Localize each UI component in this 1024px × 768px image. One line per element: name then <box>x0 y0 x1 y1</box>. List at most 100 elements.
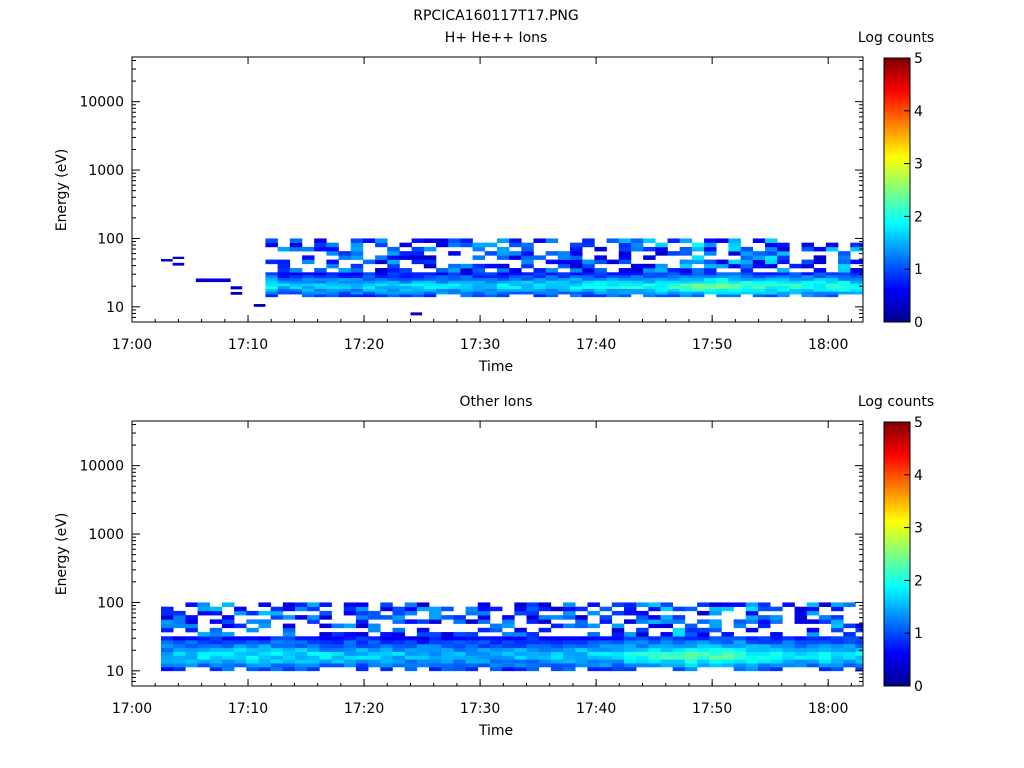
spectrogram-cell <box>813 275 827 279</box>
spectrogram-cell <box>326 280 339 284</box>
spectrogram-cell <box>246 659 259 664</box>
spectrogram-cell <box>484 251 498 256</box>
colorbar-tick-label: 1 <box>914 262 923 278</box>
spectrogram-cell <box>375 283 388 287</box>
spectrogram-cell <box>697 619 710 624</box>
spectrogram-cell <box>514 610 527 616</box>
spectrogram-cell <box>484 294 498 298</box>
spectrogram-cell <box>319 651 332 656</box>
spectrogram-cell <box>392 643 405 649</box>
spectrogram-cell <box>343 623 357 629</box>
spectrogram-cell <box>679 291 693 295</box>
spectrogram-cell <box>764 294 778 298</box>
spectrogram-cell <box>825 283 839 287</box>
spectrogram-cell <box>818 647 832 652</box>
spectrogram-cell <box>575 636 588 641</box>
spectrogram-cell <box>355 651 369 656</box>
spectrogram-cell <box>789 280 802 284</box>
spectrogram-cell <box>648 640 661 645</box>
spectrogram-cell <box>331 647 345 652</box>
spectrogram-cell <box>618 251 632 256</box>
spectrogram-cell <box>636 643 649 649</box>
spectrogram-cell <box>660 636 674 641</box>
spectrogram-cell <box>709 636 722 641</box>
spectrogram-cell <box>684 647 698 652</box>
spectrogram-cell <box>173 666 186 672</box>
spectrogram-cell <box>496 291 510 295</box>
spectrogram-cell <box>526 647 539 652</box>
spectrogram-cell <box>362 272 376 276</box>
spectrogram-cell <box>770 643 783 649</box>
spectrogram-cell <box>643 238 656 243</box>
spectrogram-cell <box>423 246 437 252</box>
spectrogram-cell <box>197 647 211 652</box>
spectrogram-cell <box>643 272 656 276</box>
spectrogram-cell <box>757 636 771 641</box>
spectrogram-cell <box>338 288 352 292</box>
spectrogram-cell <box>813 272 827 276</box>
spectrogram-cell <box>314 294 327 298</box>
spectrogram-cell <box>387 246 400 252</box>
spectrogram-cell <box>728 251 741 256</box>
spectrogram-cell <box>380 615 393 620</box>
spectrogram-cell <box>301 255 315 260</box>
spectrogram-cell <box>570 268 583 273</box>
panel-title: H+ He++ Ions <box>445 30 548 46</box>
spectrogram-cell <box>838 251 851 256</box>
spectrogram-cell <box>416 632 430 637</box>
spectrogram-cell <box>521 280 534 284</box>
spectrogram-cell <box>655 268 668 273</box>
spectrogram-cell <box>270 655 284 660</box>
spectrogram-cell <box>326 283 339 287</box>
spectrogram-cell <box>161 651 174 656</box>
spectrogram-cell <box>234 610 247 616</box>
spectrogram-cell <box>745 636 759 641</box>
spectrogram-cell <box>350 288 364 292</box>
spectrogram-cell <box>538 643 552 649</box>
spectrogram-cell <box>465 636 479 641</box>
spectrogram-cell <box>648 636 661 641</box>
spectrogram-cell <box>813 283 827 287</box>
y-tick-label: 10000 <box>79 95 124 111</box>
spectrogram-cell <box>258 640 271 645</box>
spectrogram-cell <box>704 277 717 281</box>
spectrogram-cell <box>307 606 320 612</box>
spectrogram-cell <box>453 663 466 668</box>
spectrogram-cell <box>399 255 412 260</box>
spectrogram-cell <box>825 288 839 292</box>
spectrogram-cell <box>679 277 693 281</box>
spectrogram-cell <box>831 627 844 633</box>
spectrogram-cell <box>667 294 680 298</box>
spectrogram-cell <box>526 651 539 656</box>
spectrogram-cell <box>550 659 564 664</box>
spectrogram-cell <box>679 246 693 252</box>
spectrogram-cell <box>448 275 461 279</box>
spectrogram-cell <box>582 272 595 276</box>
spectrogram-cell <box>777 294 790 298</box>
spectrogram-cell <box>721 647 734 652</box>
colorbar-tick-label: 2 <box>914 209 923 225</box>
spectrogram-cell <box>667 291 680 295</box>
spectrogram-cell <box>295 666 308 672</box>
spectrogram-cell <box>752 238 766 243</box>
spectrogram-cell <box>509 288 522 292</box>
spectrogram-cell <box>728 259 741 265</box>
spectrogram-cell <box>185 640 198 645</box>
spectrogram-cell <box>838 275 851 279</box>
spectrogram-cell <box>258 663 271 668</box>
spectrogram-cell <box>843 647 856 652</box>
spectrogram-cell <box>221 636 235 641</box>
spectrogram-cell <box>599 659 613 664</box>
spectrogram-cell <box>789 272 802 276</box>
spectrogram-cell <box>441 659 454 664</box>
spectrogram-cell <box>258 602 271 607</box>
spectrogram-cell <box>197 632 211 637</box>
spectrogram-cell <box>277 272 291 276</box>
spectrogram-cell <box>489 643 503 649</box>
spectrogram-cell <box>423 272 437 276</box>
spectrogram-cell <box>221 666 235 672</box>
spectrogram-cell <box>429 651 442 656</box>
spectrogram-cell <box>606 272 620 276</box>
colorbar-label: Log counts <box>858 394 934 410</box>
spectrogram-cell <box>521 251 534 256</box>
